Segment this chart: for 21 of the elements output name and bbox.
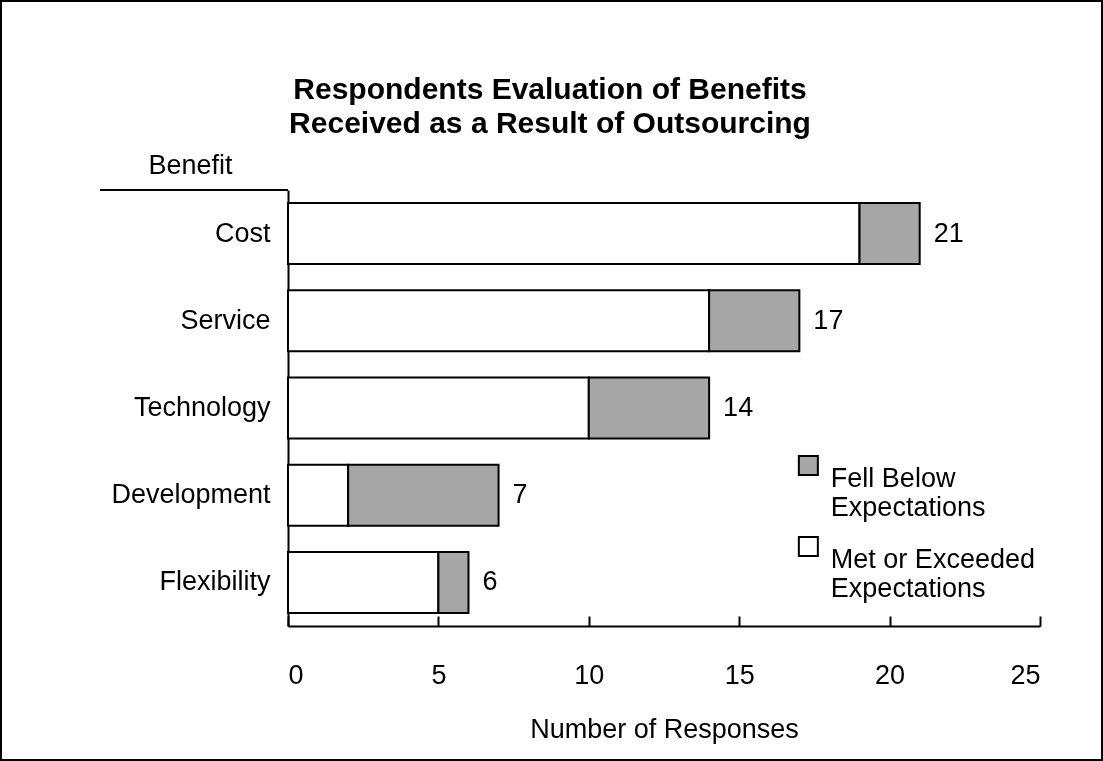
- y-tick-label: Cost: [214, 217, 271, 248]
- total-label: 14: [723, 392, 754, 422]
- y-tick-label: Technology: [133, 392, 271, 422]
- y-tick-label: Development: [111, 479, 271, 510]
- y-tick-label: Service: [180, 304, 271, 335]
- x-axis-title: Number of Responses: [530, 713, 799, 744]
- total-label: 7: [512, 479, 528, 510]
- x-tick-label: 15: [724, 659, 755, 690]
- legend-label: Fell Below Expectations: [830, 462, 986, 522]
- chart-title: Respondents Evaluation of Benefits Received as a Result of Outsourcing: [289, 72, 811, 139]
- x-tick-label: 10: [574, 659, 605, 690]
- x-tick-label: 20: [875, 659, 906, 690]
- total-label: 6: [482, 566, 498, 597]
- total-label: 21: [933, 217, 964, 248]
- y-axis-title: Benefit: [148, 149, 234, 180]
- total-label: 17: [813, 304, 844, 335]
- x-tick-label: 25: [1010, 659, 1041, 690]
- x-tick-label: 0: [288, 659, 304, 690]
- x-tick-label: 5: [431, 659, 447, 690]
- legend-label: Met or Exceeded Expectations: [830, 543, 1035, 603]
- y-tick-label: Flexibility: [159, 566, 271, 597]
